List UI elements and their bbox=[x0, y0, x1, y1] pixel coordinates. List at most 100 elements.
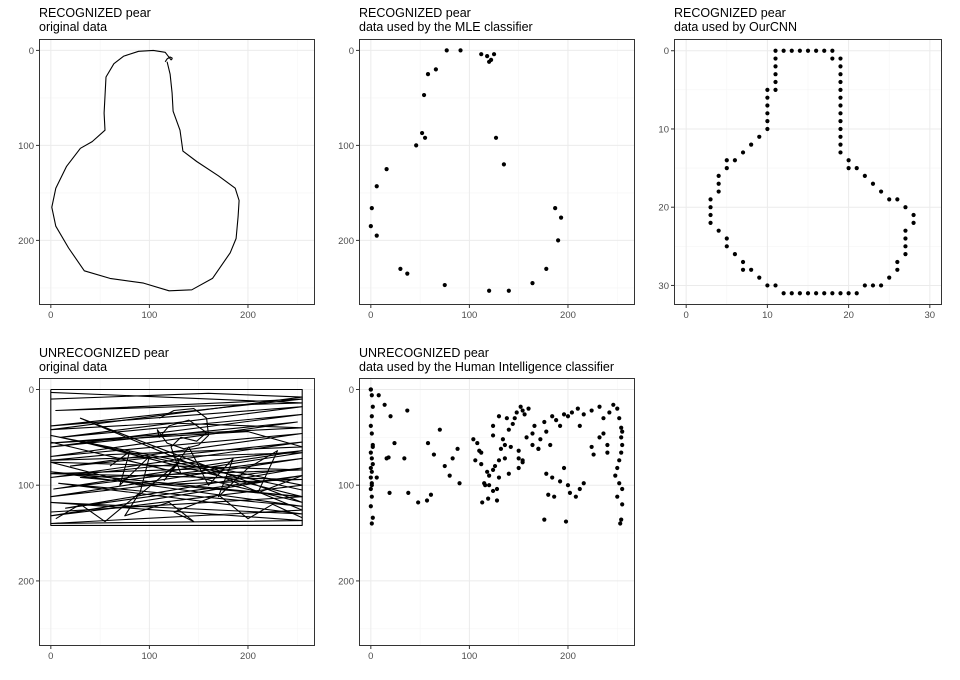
data-point bbox=[548, 442, 553, 448]
data-point bbox=[797, 291, 802, 296]
data-point bbox=[620, 502, 625, 507]
chart-subtitle: data used by OurCNN bbox=[674, 20, 797, 34]
data-point bbox=[490, 433, 496, 438]
x-tick-label: 100 bbox=[141, 310, 157, 321]
data-point bbox=[530, 442, 535, 448]
data-point bbox=[619, 517, 624, 522]
data-point bbox=[577, 486, 582, 492]
data-point bbox=[617, 416, 622, 421]
data-point bbox=[556, 238, 561, 243]
data-point bbox=[374, 233, 379, 238]
data-point bbox=[450, 456, 455, 461]
data-point bbox=[830, 291, 835, 296]
data-point bbox=[419, 130, 425, 136]
data-point bbox=[577, 423, 582, 428]
data-point bbox=[838, 95, 843, 100]
data-point bbox=[789, 291, 794, 296]
data-point bbox=[421, 92, 427, 98]
data-point bbox=[487, 473, 492, 478]
data-point bbox=[368, 423, 373, 428]
data-point bbox=[550, 475, 555, 480]
data-point bbox=[895, 259, 900, 265]
y-tick-label: 200 bbox=[338, 236, 354, 247]
x-tick-label: 0 bbox=[368, 651, 373, 662]
data-point bbox=[384, 456, 389, 461]
data-point bbox=[814, 48, 819, 53]
data-point bbox=[518, 404, 523, 409]
data-point bbox=[617, 458, 622, 463]
data-point bbox=[618, 521, 623, 526]
data-point bbox=[887, 197, 892, 202]
data-point bbox=[749, 142, 754, 147]
data-point bbox=[546, 492, 551, 497]
data-point bbox=[878, 189, 884, 194]
data-point bbox=[773, 72, 778, 77]
data-point bbox=[724, 244, 729, 249]
x-tick-label: 0 bbox=[48, 310, 53, 321]
data-point bbox=[506, 288, 511, 293]
data-point bbox=[512, 416, 517, 421]
data-point bbox=[805, 291, 811, 296]
data-point bbox=[573, 494, 578, 499]
data-point bbox=[887, 275, 892, 280]
data-point bbox=[500, 437, 506, 442]
data-point bbox=[862, 283, 867, 288]
drawing-stroke-5 bbox=[109, 446, 303, 498]
data-point bbox=[581, 481, 586, 486]
data-point bbox=[611, 402, 616, 407]
data-point bbox=[620, 429, 625, 434]
data-point bbox=[581, 412, 586, 417]
data-point bbox=[405, 408, 410, 413]
data-point bbox=[716, 181, 721, 186]
data-point bbox=[368, 486, 373, 492]
data-point bbox=[716, 228, 721, 233]
data-point bbox=[553, 206, 558, 211]
data-point bbox=[846, 291, 851, 296]
data-point bbox=[496, 475, 502, 480]
y-tick-label: 0 bbox=[664, 46, 669, 57]
data-point bbox=[524, 435, 529, 440]
data-point bbox=[494, 486, 500, 492]
data-point bbox=[368, 450, 373, 455]
data-point bbox=[416, 500, 421, 505]
data-point bbox=[398, 266, 403, 271]
chart-plot-area: 0 100 200 0 100 200 bbox=[338, 378, 635, 662]
data-point bbox=[601, 416, 606, 421]
drawing-stroke-3 bbox=[50, 392, 303, 513]
data-point bbox=[532, 423, 537, 428]
data-point bbox=[773, 56, 778, 61]
data-point bbox=[471, 437, 476, 442]
data-point bbox=[773, 87, 778, 92]
panel-border bbox=[39, 39, 315, 305]
y-tick-label: 30 bbox=[658, 281, 669, 292]
y-tick-label: 100 bbox=[338, 141, 354, 152]
data-point bbox=[490, 488, 496, 494]
data-point bbox=[433, 67, 438, 72]
y-tick-label: 0 bbox=[349, 385, 354, 396]
chart-subtitle: data used by the Human Intelligence clas… bbox=[359, 360, 615, 374]
data-point bbox=[530, 281, 535, 286]
data-point bbox=[838, 72, 843, 77]
data-point bbox=[510, 421, 515, 427]
data-point bbox=[740, 267, 746, 272]
data-point bbox=[544, 429, 549, 434]
data-point bbox=[838, 119, 843, 124]
data-point bbox=[732, 158, 738, 163]
data-point bbox=[424, 498, 430, 503]
chart-plot-area: 0 100 200 0 100 200 bbox=[18, 39, 315, 321]
data-point bbox=[561, 465, 567, 471]
data-point bbox=[405, 271, 410, 276]
data-point bbox=[708, 197, 713, 202]
data-point bbox=[384, 167, 389, 172]
data-point bbox=[708, 212, 713, 218]
data-point bbox=[520, 408, 525, 413]
y-tick-label: 10 bbox=[658, 124, 669, 135]
data-point bbox=[490, 467, 496, 472]
data-point bbox=[479, 462, 484, 467]
data-point bbox=[838, 87, 843, 92]
data-point bbox=[506, 427, 511, 432]
data-point bbox=[370, 515, 375, 520]
chart-title: RECOGNIZED pear bbox=[359, 6, 471, 20]
data-point bbox=[473, 458, 478, 463]
y-tick-label: 200 bbox=[338, 576, 354, 587]
